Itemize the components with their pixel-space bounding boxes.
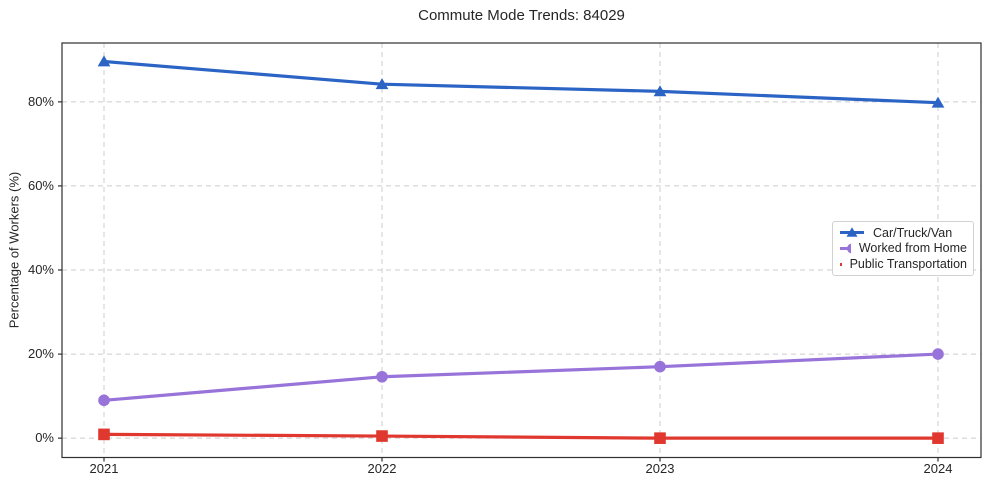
x-tick-label: 2022	[367, 461, 397, 476]
data-point-marker	[98, 394, 110, 407]
chart-title: Commute Mode Trends: 84029	[418, 7, 625, 24]
series-line	[102, 432, 940, 440]
data-point-marker	[932, 348, 944, 360]
data-point-marker	[654, 360, 666, 373]
y-tick-label: 0%	[35, 430, 54, 446]
line-triangle-marker-icon	[840, 227, 864, 238]
y-tick-label: 20%	[27, 346, 54, 362]
data-point-marker	[846, 227, 858, 238]
legend-item-car-truck-van: Car/Truck/Van	[839, 226, 967, 240]
series-line	[102, 59, 940, 105]
data-point-marker	[375, 78, 389, 90]
line-circle-marker-icon	[840, 243, 851, 254]
data-point-marker	[376, 370, 388, 383]
data-point-marker	[932, 432, 944, 444]
line-square-marker-icon	[840, 262, 842, 266]
data-point-marker	[97, 55, 111, 67]
legend-item-public-transportation: Public Transportation	[839, 257, 967, 271]
x-tick-label: 2024	[923, 461, 953, 476]
legend-label: Car/Truck/Van	[873, 225, 953, 240]
data-point-marker	[376, 430, 388, 442]
y-tick-label: 60%	[27, 177, 54, 193]
data-point-marker	[654, 432, 666, 444]
legend-label: Public Transportation	[849, 257, 967, 272]
legend-label: Worked from Home	[858, 241, 967, 256]
y-tick-label: 40%	[27, 262, 54, 277]
data-point-marker	[98, 428, 110, 441]
y-tick-label: 80%	[27, 93, 54, 109]
data-point-marker	[653, 85, 667, 97]
x-tick-label: 2023	[645, 461, 675, 476]
legend: Car/Truck/Van Worked from Home Public Tr…	[832, 221, 974, 276]
data-point-marker	[847, 243, 851, 254]
series-line	[102, 352, 940, 402]
legend-item-worked-from-home: Worked from Home	[839, 241, 967, 255]
data-point-marker	[931, 96, 945, 108]
plot-border	[61, 42, 982, 459]
x-tick-label: 2021	[89, 461, 119, 476]
